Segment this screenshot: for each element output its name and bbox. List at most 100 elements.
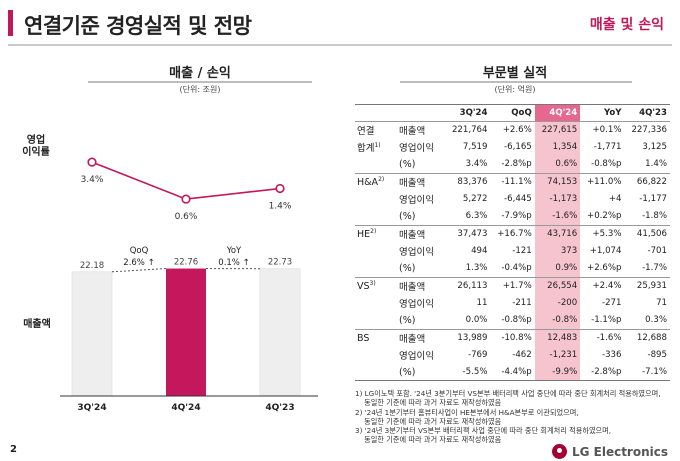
sales-axis-label: 매출액 bbox=[23, 319, 51, 330]
table-cell: -271 bbox=[601, 298, 622, 309]
segment-name bbox=[355, 208, 395, 225]
margin-line bbox=[91, 161, 281, 200]
cell-current-quarter: -1,231 bbox=[534, 346, 581, 364]
table-cell: +0.2%p bbox=[587, 211, 622, 222]
table-cell: -0.8%p bbox=[591, 159, 622, 170]
table-cell: -5.5% bbox=[445, 363, 491, 382]
table-cell: -701 bbox=[647, 246, 667, 257]
table-cell: +1,074 bbox=[589, 246, 622, 257]
margin-label: 1.4% bbox=[269, 202, 292, 212]
category-label: 3Q'24 bbox=[77, 403, 106, 413]
sales-bar bbox=[259, 268, 301, 397]
table-row: 합계1) 영업이익 7,519 -6,165 1,354 -1,771 3,125 bbox=[355, 138, 670, 157]
segment-footnote-ref: 3) bbox=[369, 279, 376, 287]
title-accent-bar bbox=[8, 10, 13, 36]
brand: LG Electronics bbox=[551, 444, 668, 459]
table-cell: -769 bbox=[467, 350, 488, 360]
section-tag: 매출 및 손익 bbox=[589, 17, 664, 33]
segment-name bbox=[355, 260, 395, 277]
header-divider bbox=[8, 44, 672, 46]
row-item-label: 매출액 bbox=[395, 224, 445, 243]
sales-bar-value: 22.76 bbox=[174, 258, 198, 268]
right-section-title: 부문별 실적 bbox=[482, 66, 548, 81]
op-margin-label-line1: 영업 bbox=[26, 135, 46, 146]
segment-name-line2: 합계 bbox=[357, 143, 375, 155]
table-cell: -121 bbox=[512, 246, 532, 257]
segment-name-text: VS bbox=[357, 281, 370, 293]
table-cell: -7.9%p bbox=[501, 211, 532, 222]
footnote-line: 1) LG이노텍 포함. '24년 3분기부터 VS본부 배터리팩 사업 중단에… bbox=[355, 389, 661, 398]
table-row: H&A2) 매출액 83,376 -11.1% 74,153 +11.0% 66,822 bbox=[355, 172, 670, 191]
footnote-line: 동일한 기준에 따라 과거 자료도 재작성하였음 bbox=[355, 398, 502, 408]
footnote-line: 2) '24년 1분기부터 홈뷰티사업이 HE본부에서 H&A본부로 이관되었으… bbox=[355, 407, 579, 417]
table-cell: 494 bbox=[471, 246, 488, 257]
table-cell: -7.1% bbox=[624, 363, 670, 382]
table-cell: 221,764 bbox=[445, 120, 491, 139]
footnote-line: 3) '24년 3분기부터 VS본부 배터리팩 사업 중단에 따라 중단 회계처… bbox=[355, 426, 612, 436]
header-col: YoY bbox=[580, 104, 625, 122]
margin-label: 0.6% bbox=[175, 212, 198, 222]
row-item-label: 매출액 bbox=[395, 172, 445, 191]
table-cell: 71 bbox=[656, 298, 667, 309]
table-row: (%) 1.3% -0.4%p 0.9% +2.6%p -1.7% bbox=[355, 259, 670, 278]
segment-name bbox=[355, 363, 395, 382]
table-cell: 66,822 bbox=[624, 172, 670, 191]
cell-current-quarter: -0.8% bbox=[534, 311, 581, 330]
row-item-label: (%) bbox=[399, 314, 416, 326]
segment-name bbox=[355, 191, 395, 208]
cell-current-quarter: 12,483 bbox=[534, 328, 581, 347]
table-cell: 26,113 bbox=[445, 276, 491, 295]
segment-name: BS bbox=[355, 328, 395, 347]
segment-name-text: HE bbox=[357, 229, 371, 241]
table-cell: -0.8%p bbox=[501, 315, 532, 326]
table-cell: -10.8% bbox=[490, 328, 535, 347]
table-row: HE2) 매출액 37,473 +16.7% 43,716 +5.3% 41,506 bbox=[355, 224, 670, 243]
table-cell: -462 bbox=[512, 350, 532, 360]
left-unit-label: (단위: 조원) bbox=[179, 85, 221, 94]
footnote-line: 동일한 기준에 따라 과거 자료도 재작성하였음 bbox=[355, 435, 502, 445]
segment-name: 합계1) bbox=[355, 139, 395, 156]
row-item-label: 영업이익 bbox=[399, 143, 434, 155]
segment-name: VS3) bbox=[355, 276, 395, 295]
brand-name: LG Electronics bbox=[571, 444, 668, 459]
table-row: (%) 6.3% -7.9%p -1.6% +0.2%p -1.8% bbox=[355, 207, 670, 226]
segment-name: H&A2) bbox=[355, 172, 395, 191]
cell-current-quarter: 26,554 bbox=[534, 276, 581, 295]
cell-current-quarter: -1,173 bbox=[534, 190, 581, 208]
row-item-label: 영업이익 bbox=[399, 247, 434, 259]
cell-current-quarter: 0.9% bbox=[534, 259, 581, 278]
table-cell: -2.8%p bbox=[501, 159, 532, 170]
margin-point bbox=[275, 183, 285, 194]
right-section-rule bbox=[400, 81, 632, 83]
table-cell: -11.1% bbox=[490, 172, 535, 191]
cell-current-quarter: 74,153 bbox=[534, 172, 581, 191]
yoy-value: 0.1% ↑ bbox=[218, 258, 249, 268]
cell-current-quarter: 227,615 bbox=[534, 120, 581, 139]
table-cell: -211 bbox=[512, 298, 532, 309]
cell-current-quarter: -9.9% bbox=[534, 363, 581, 382]
table-cell: -336 bbox=[601, 350, 622, 360]
segment-name-text: BS bbox=[357, 333, 370, 345]
segment-name bbox=[355, 294, 395, 311]
table-row: 영업이익 5,272 -6,445 -1,173 +4 -1,177 bbox=[355, 190, 670, 208]
margin-label: 3.4% bbox=[81, 175, 104, 185]
table-cell: +1.7% bbox=[490, 276, 535, 295]
row-item-label: 매출액 bbox=[395, 328, 445, 347]
left-chart: 3.4% 0.6% 1.4% 22.18 3Q'24 22.76 4Q'24 22.73 4Q'… bbox=[60, 157, 318, 413]
cell-current-quarter: 1,354 bbox=[534, 138, 581, 157]
cell-current-quarter: -1.6% bbox=[534, 207, 581, 226]
header-col: 4Q'23 bbox=[624, 104, 670, 122]
right-unit-label: (단위: 억원) bbox=[494, 85, 536, 94]
segment-name bbox=[355, 156, 395, 173]
row-item-label: (%) bbox=[399, 262, 416, 274]
segment-footnote-ref: 2) bbox=[378, 176, 385, 184]
table-cell: 0.0% bbox=[465, 315, 488, 326]
footnotes: 1) LG이노텍 포함. '24년 3분기부터 VS본부 배터리팩 사업 중단에… bbox=[355, 389, 675, 445]
category-label: 4Q'24 bbox=[171, 403, 200, 413]
table-row: (%) 0.0% -0.8%p -0.8% -1.1%p 0.3% bbox=[355, 311, 670, 330]
table-row: VS3) 매출액 26,113 +1.7% 26,554 +2.4% 25,931 bbox=[355, 276, 670, 295]
row-item-label: 매출액 bbox=[395, 120, 445, 139]
table-cell: 5,272 bbox=[462, 194, 488, 205]
table-cell: -1.6% bbox=[580, 328, 625, 347]
table-cell: -1,771 bbox=[593, 142, 622, 153]
